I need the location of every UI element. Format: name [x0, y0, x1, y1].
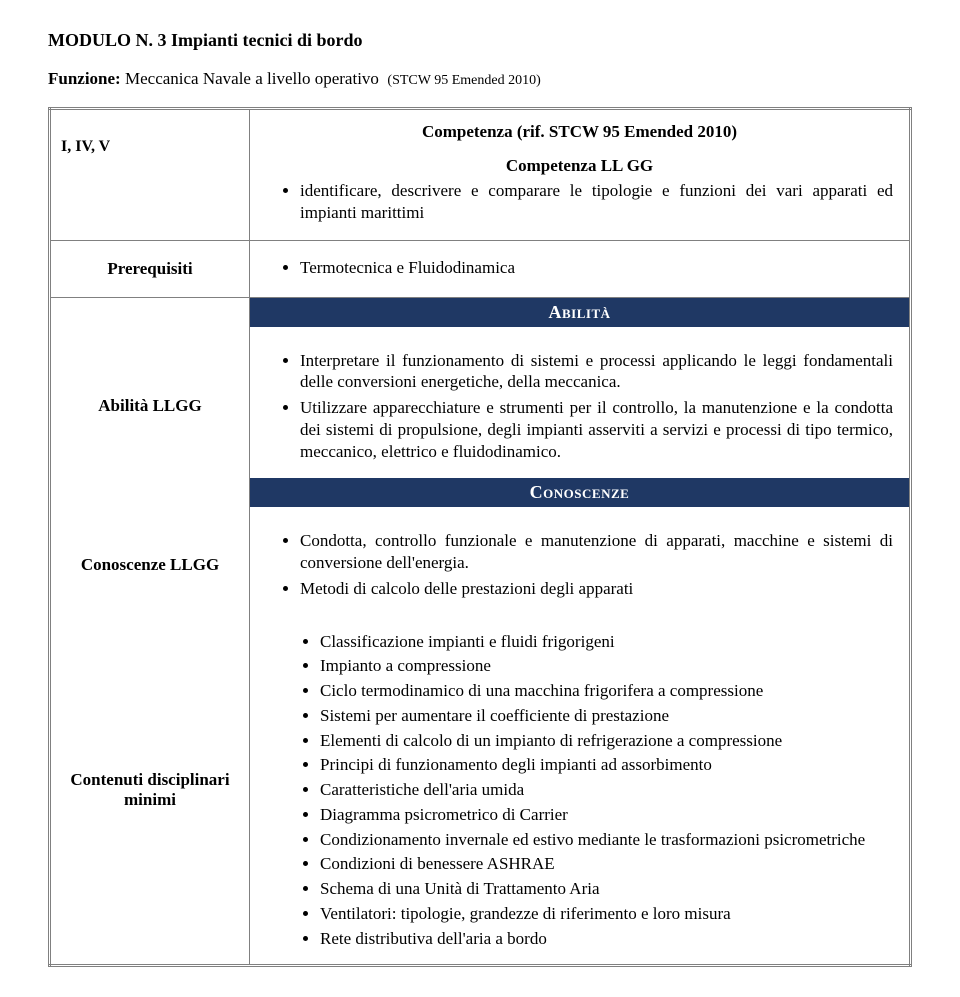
- contenuti-label-line1: Contenuti disciplinari: [70, 770, 229, 789]
- abilita-label: Abilità LLGG: [50, 334, 250, 479]
- competenza-rif: Competenza (rif. STCW 95 Emended 2010): [266, 122, 893, 142]
- cell-competenza: Competenza (rif. STCW 95 Emended 2010) C…: [250, 109, 911, 241]
- conoscenze-band-cell: Conoscenze: [250, 478, 911, 514]
- list-item: Diagramma psicrometrico di Carrier: [320, 804, 893, 826]
- funzione-label: Funzione:: [48, 69, 121, 88]
- list-item: Classificazione impianti e fluidi frigor…: [320, 631, 893, 653]
- conoscenze-band: Conoscenze: [250, 478, 909, 507]
- funzione-line: Funzione: Meccanica Navale a livello ope…: [48, 69, 912, 89]
- abilita-band-cell: Abilità: [250, 297, 911, 334]
- list-item: Utilizzare apparecchiature e strumenti p…: [300, 397, 893, 462]
- abilita-band-left: [50, 297, 250, 334]
- cell-i-iv-v: I, IV, V: [50, 109, 250, 241]
- competenza-list: identificare, descrivere e comparare le …: [266, 180, 893, 224]
- list-item: Caratteristiche dell'aria umida: [320, 779, 893, 801]
- conoscenze-list: Condotta, controllo funzionale e manuten…: [266, 530, 893, 599]
- abilita-cell: Interpretare il funzionamento di sistemi…: [250, 334, 911, 479]
- module-heading: MODULO N. 3 Impianti tecnici di bordo: [48, 30, 912, 51]
- list-item: identificare, descrivere e comparare le …: [300, 180, 893, 224]
- list-item: Elementi di calcolo di un impianto di re…: [320, 730, 893, 752]
- prerequisiti-label: Prerequisiti: [50, 240, 250, 297]
- conoscenze-cell: Condotta, controllo funzionale e manuten…: [250, 514, 911, 615]
- prerequisiti-cell: Termotecnica e Fluidodinamica: [250, 240, 911, 297]
- list-item: Metodi di calcolo delle prestazioni degl…: [300, 578, 893, 600]
- list-item: Ventilatori: tipologie, grandezze di rif…: [320, 903, 893, 925]
- list-item: Condizionamento invernale ed estivo medi…: [320, 829, 893, 851]
- list-item: Condotta, controllo funzionale e manuten…: [300, 530, 893, 574]
- contenuti-list: Classificazione impianti e fluidi frigor…: [266, 631, 893, 950]
- abilita-list: Interpretare il funzionamento di sistemi…: [266, 350, 893, 463]
- conoscenze-label: Conoscenze LLGG: [50, 514, 250, 615]
- list-item: Termotecnica e Fluidodinamica: [300, 257, 893, 279]
- funzione-text: Meccanica Navale a livello operativo: [125, 69, 379, 88]
- module-table: I, IV, V Competenza (rif. STCW 95 Emende…: [48, 107, 912, 967]
- conoscenze-band-left: [50, 478, 250, 514]
- prerequisiti-list: Termotecnica e Fluidodinamica: [266, 257, 893, 279]
- list-item: Sistemi per aumentare il coefficiente di…: [320, 705, 893, 727]
- contenuti-cell: Classificazione impianti e fluidi frigor…: [250, 616, 911, 966]
- list-item: Impianto a compressione: [320, 655, 893, 677]
- abilita-band: Abilità: [250, 298, 909, 327]
- list-item: Schema di una Unità di Trattamento Aria: [320, 878, 893, 900]
- competenza-ll-gg: Competenza LL GG: [266, 156, 893, 176]
- list-item: Rete distributiva dell'aria a bordo: [320, 928, 893, 950]
- contenuti-label: Contenuti disciplinari minimi: [50, 616, 250, 966]
- list-item: Interpretare il funzionamento di sistemi…: [300, 350, 893, 394]
- list-item: Principi di funzionamento degli impianti…: [320, 754, 893, 776]
- list-item: Ciclo termodinamico di una macchina frig…: [320, 680, 893, 702]
- list-item: Condizioni di benessere ASHRAE: [320, 853, 893, 875]
- contenuti-label-line2: minimi: [124, 790, 176, 809]
- funzione-note: (STCW 95 Emended 2010): [387, 73, 540, 88]
